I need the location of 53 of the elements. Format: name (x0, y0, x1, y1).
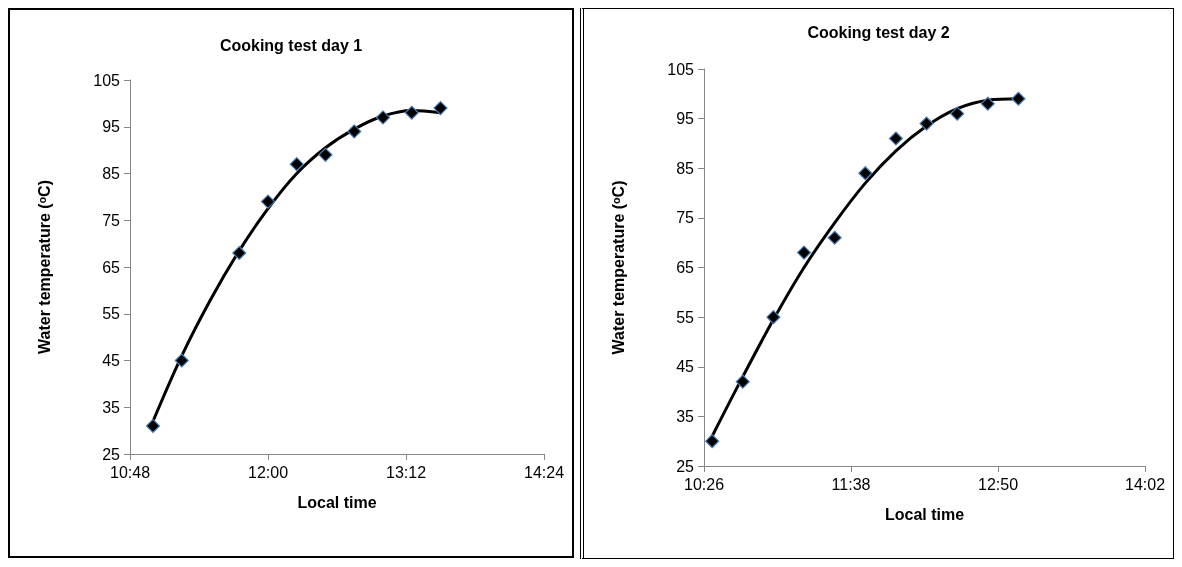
point (980, 96, 995, 111)
x-tick-label: 12:00 (247, 463, 289, 481)
chart-title: Cooking test day 2 (807, 23, 950, 41)
y-tick-label: 35 (676, 407, 695, 425)
point (260, 194, 276, 209)
y-tick-label: 55 (676, 308, 695, 326)
point (1011, 91, 1026, 106)
point (766, 310, 781, 325)
x-tick-label: 13:12 (385, 463, 427, 481)
point (888, 131, 904, 146)
point (404, 105, 419, 120)
point (174, 353, 189, 368)
x-axis-title: Local time (884, 505, 965, 523)
y-axis-title: Water temperature (ᵒC) (609, 180, 627, 355)
y-tick-label: 25 (102, 445, 121, 463)
y-tick-label: 105 (93, 71, 121, 89)
x-tick-label: 10:48 (109, 463, 151, 481)
y-tick-label: 45 (676, 358, 695, 376)
y-tick-label: 85 (676, 159, 695, 177)
y-tick-label: 65 (676, 259, 695, 276)
point (858, 166, 873, 181)
x-axis-title: Local time (297, 493, 377, 511)
point (289, 157, 304, 172)
point (232, 245, 247, 261)
y-axis-title: Water temperature (ᵒC) (35, 180, 53, 354)
y-tick-label: 25 (676, 457, 695, 475)
point (705, 434, 720, 449)
point (375, 110, 391, 125)
point (950, 106, 965, 121)
y-tick-label: 35 (102, 398, 121, 416)
y-tick-label: 55 (102, 305, 121, 323)
x-tick-label: 10:26 (683, 475, 725, 493)
y-tick-label: 105 (667, 60, 695, 78)
point (347, 124, 362, 139)
point (735, 374, 750, 389)
y-tick-label: 45 (102, 352, 121, 369)
y-tick-label: 95 (676, 110, 695, 128)
point (919, 116, 934, 131)
y-tick-label: 85 (102, 165, 121, 182)
y-tick-label: 65 (102, 258, 121, 276)
point (796, 245, 812, 260)
point (145, 418, 161, 434)
y-tick-label: 75 (102, 211, 121, 229)
x-tick-label: 14:24 (523, 463, 565, 481)
chart-title: Cooking test day 1 (219, 36, 363, 54)
y-tick-label: 95 (102, 118, 121, 136)
x-tick-label: 11:38 (831, 475, 871, 493)
y-tick-label: 75 (676, 209, 695, 227)
point (433, 100, 448, 116)
x-tick-label: 12:50 (977, 475, 1019, 493)
point (318, 147, 333, 162)
x-tick-label: 14:02 (1124, 475, 1166, 493)
point (827, 230, 842, 245)
